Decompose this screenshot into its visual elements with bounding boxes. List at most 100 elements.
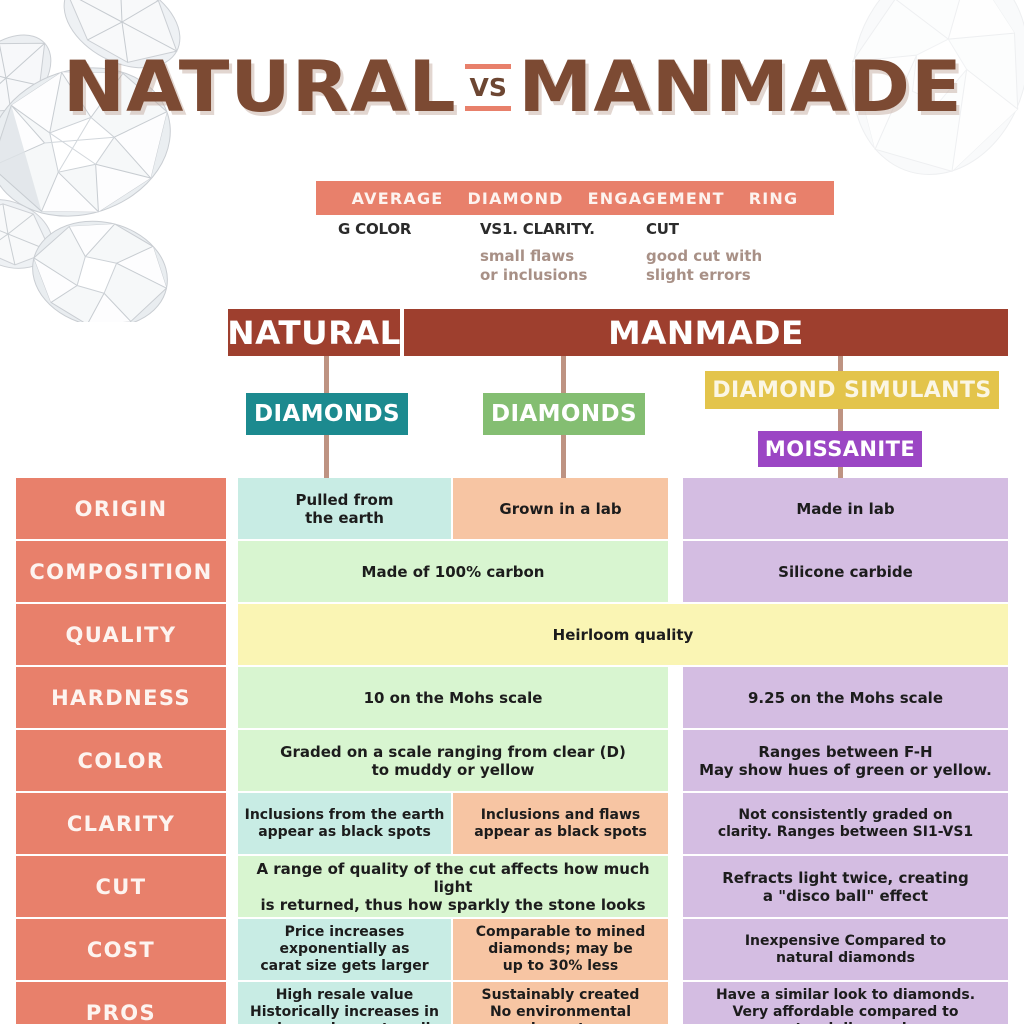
- cell-natural: Inclusions from the earth appear as black…: [238, 793, 451, 854]
- cell-diamonds-merged: A range of quality of the cut affects ho…: [238, 856, 668, 917]
- table-row: PROS High resale value Historically increa…: [0, 982, 1024, 1024]
- cell-all-columns-text: Heirloom quality: [552, 625, 694, 644]
- subtype-natural-diamonds-label: DIAMONDS: [254, 401, 400, 427]
- category-manmade-label: MANMADE: [608, 313, 804, 352]
- table-row: HARDNESS 10 on the Mohs scale 9.25 on the …: [0, 667, 1024, 728]
- cell-simulant: Ranges between F-H May show hues of green…: [683, 730, 1008, 791]
- row-label-text: QUALITY: [65, 622, 177, 647]
- cell-diamonds-merged: Made of 100% carbon: [238, 541, 668, 602]
- row-label-text: HARDNESS: [51, 685, 191, 710]
- spec-cut-detail: good cut with slight errors: [646, 247, 763, 284]
- cell-natural: Pulled from the earth: [238, 478, 451, 539]
- row-label-composition: COMPOSITION: [16, 541, 226, 602]
- cell-simulant: Have a similar look to diamonds. Very aff…: [683, 982, 1008, 1024]
- row-label-text: PROS: [85, 1000, 157, 1024]
- row-label-color: COLOR: [16, 730, 226, 791]
- cell-simulant-text: 9.25 on the Mohs scale: [748, 688, 943, 707]
- row-label-quality: QUALITY: [16, 604, 226, 665]
- subtitle-band: AVERAGE DIAMOND ENGAGEMENT RING: [316, 181, 834, 215]
- spec-cut: CUT good cut with slight errors: [646, 220, 762, 285]
- connector-simulant: [838, 356, 843, 478]
- category-bar-manmade: MANMADE: [404, 309, 1008, 356]
- table-row: COLOR Graded on a scale ranging from clea…: [0, 730, 1024, 791]
- cell-simulant: 9.25 on the Mohs scale: [683, 667, 1008, 728]
- subtype-lab-diamonds: DIAMONDS: [483, 393, 645, 435]
- cell-lab: Comparable to mined diamonds; may be up to…: [453, 919, 668, 980]
- row-label-clarity: CLARITY: [16, 793, 226, 854]
- table-row: CUT A range of quality of the cut affects…: [0, 856, 1024, 917]
- cell-natural-text: Pulled from the earth: [295, 490, 394, 527]
- cell-diamonds-merged-text: 10 on the Mohs scale: [363, 688, 543, 707]
- subtitle-word-diamond: DIAMOND: [467, 188, 564, 208]
- cell-simulant-text: Not consistently graded on clarity. Range…: [717, 806, 974, 840]
- subtype-moissanite-label: MOISSANITE: [764, 437, 916, 461]
- cell-simulant-text: Silicone carbide: [778, 562, 913, 581]
- cell-natural: Price increases exponentially as carat siz…: [238, 919, 451, 980]
- row-label-text: ORIGIN: [74, 496, 168, 521]
- cell-simulant: Made in lab: [683, 478, 1008, 539]
- subtype-diamond-simulants: DIAMOND SIMULANTS: [705, 371, 999, 409]
- spec-color-value: G COLOR: [338, 220, 412, 238]
- spec-color: G COLOR: [338, 220, 411, 247]
- cell-natural-text: Price increases exponentially as carat siz…: [260, 924, 429, 974]
- category-natural-label: NATURAL: [227, 313, 401, 352]
- row-label-text: CLARITY: [66, 811, 176, 836]
- cell-simulant: Inexpensive Compared to natural diamonds: [683, 919, 1008, 980]
- row-label-pros: PROS: [16, 982, 226, 1024]
- title-vs-badge: VS: [461, 63, 515, 111]
- spec-cut-value: CUT: [646, 220, 679, 238]
- row-label-text: CUT: [95, 874, 147, 899]
- cell-diamonds-merged: Graded on a scale ranging from clear (D)…: [238, 730, 668, 791]
- cell-diamonds-merged-text: Made of 100% carbon: [361, 562, 545, 581]
- row-label-hardness: HARDNESS: [16, 667, 226, 728]
- cell-simulant: Refracts light twice, creating a "disco b…: [683, 856, 1008, 917]
- table-row: COMPOSITION Made of 100% carbon Silicone c…: [0, 541, 1024, 602]
- subtype-diamond-simulants-label: DIAMOND SIMULANTS: [712, 377, 992, 403]
- cell-all-columns: Heirloom quality: [238, 604, 1008, 665]
- row-label-cost: COST: [16, 919, 226, 980]
- comparison-table: ORIGIN Pulled from the earth Grown in a lab…: [0, 478, 1024, 1024]
- cell-simulant-text: Made in lab: [796, 499, 895, 518]
- vs-rule-top: [465, 63, 512, 69]
- row-label-text: COMPOSITION: [29, 559, 213, 584]
- cell-simulant-text: Refracts light twice, creating a "disco b…: [722, 868, 969, 905]
- cell-lab: Inclusions and flaws appear as black spot…: [453, 793, 668, 854]
- cell-lab: Grown in a lab: [453, 478, 668, 539]
- cell-diamonds-merged-text: Graded on a scale ranging from clear (D)…: [280, 742, 626, 779]
- cell-diamonds-merged: 10 on the Mohs scale: [238, 667, 668, 728]
- spec-list: G COLOR VS1. CLARITY. small flaws or incl…: [316, 220, 876, 292]
- spec-clarity: VS1. CLARITY. small flaws or inclusions: [480, 220, 595, 285]
- cell-lab-text: Grown in a lab: [499, 499, 622, 518]
- subtitle-word-engagement: ENGAGEMENT: [587, 188, 725, 208]
- row-label-cut: CUT: [16, 856, 226, 917]
- title-right-word: MANMADE: [518, 46, 963, 128]
- cell-simulant-text: Have a similar look to diamonds. Very aff…: [715, 987, 976, 1024]
- vs-label: VS: [469, 72, 507, 102]
- category-bar-natural: NATURAL: [227, 309, 401, 356]
- vs-rule-bottom: [465, 105, 512, 111]
- cell-simulant-text: Ranges between F-H May show hues of green…: [699, 742, 992, 779]
- row-label-origin: ORIGIN: [16, 478, 226, 539]
- row-label-text: COLOR: [77, 748, 165, 773]
- subtitle-word-ring: RING: [748, 188, 799, 208]
- table-row: ORIGIN Pulled from the earth Grown in a lab…: [0, 478, 1024, 539]
- cell-diamonds-merged-text: A range of quality of the cut affects ho…: [256, 859, 650, 914]
- spec-clarity-detail: small flaws or inclusions: [480, 247, 588, 284]
- cell-natural-text: Inclusions from the earth appear as black…: [244, 806, 445, 840]
- cell-lab-text: Inclusions and flaws appear as black spot…: [474, 806, 647, 840]
- table-row: CLARITY Inclusions from the earth appear a…: [0, 793, 1024, 854]
- subtype-moissanite: MOISSANITE: [758, 431, 922, 467]
- row-label-text: COST: [86, 937, 156, 962]
- cell-simulant-text: Inexpensive Compared to natural diamonds: [744, 932, 947, 966]
- spec-clarity-value: VS1. CLARITY.: [480, 220, 595, 238]
- table-row: QUALITY Heirloom quality: [0, 604, 1024, 665]
- cell-lab-text: Comparable to mined diamonds; may be up to…: [475, 924, 646, 974]
- cell-natural-text: High resale value Historically increases …: [250, 987, 439, 1024]
- cell-natural: High resale value Historically increases …: [238, 982, 451, 1024]
- subtype-lab-diamonds-label: DIAMONDS: [491, 401, 637, 427]
- table-row: COST Price increases exponentially as carat…: [0, 919, 1024, 980]
- subtype-natural-diamonds: DIAMONDS: [246, 393, 408, 435]
